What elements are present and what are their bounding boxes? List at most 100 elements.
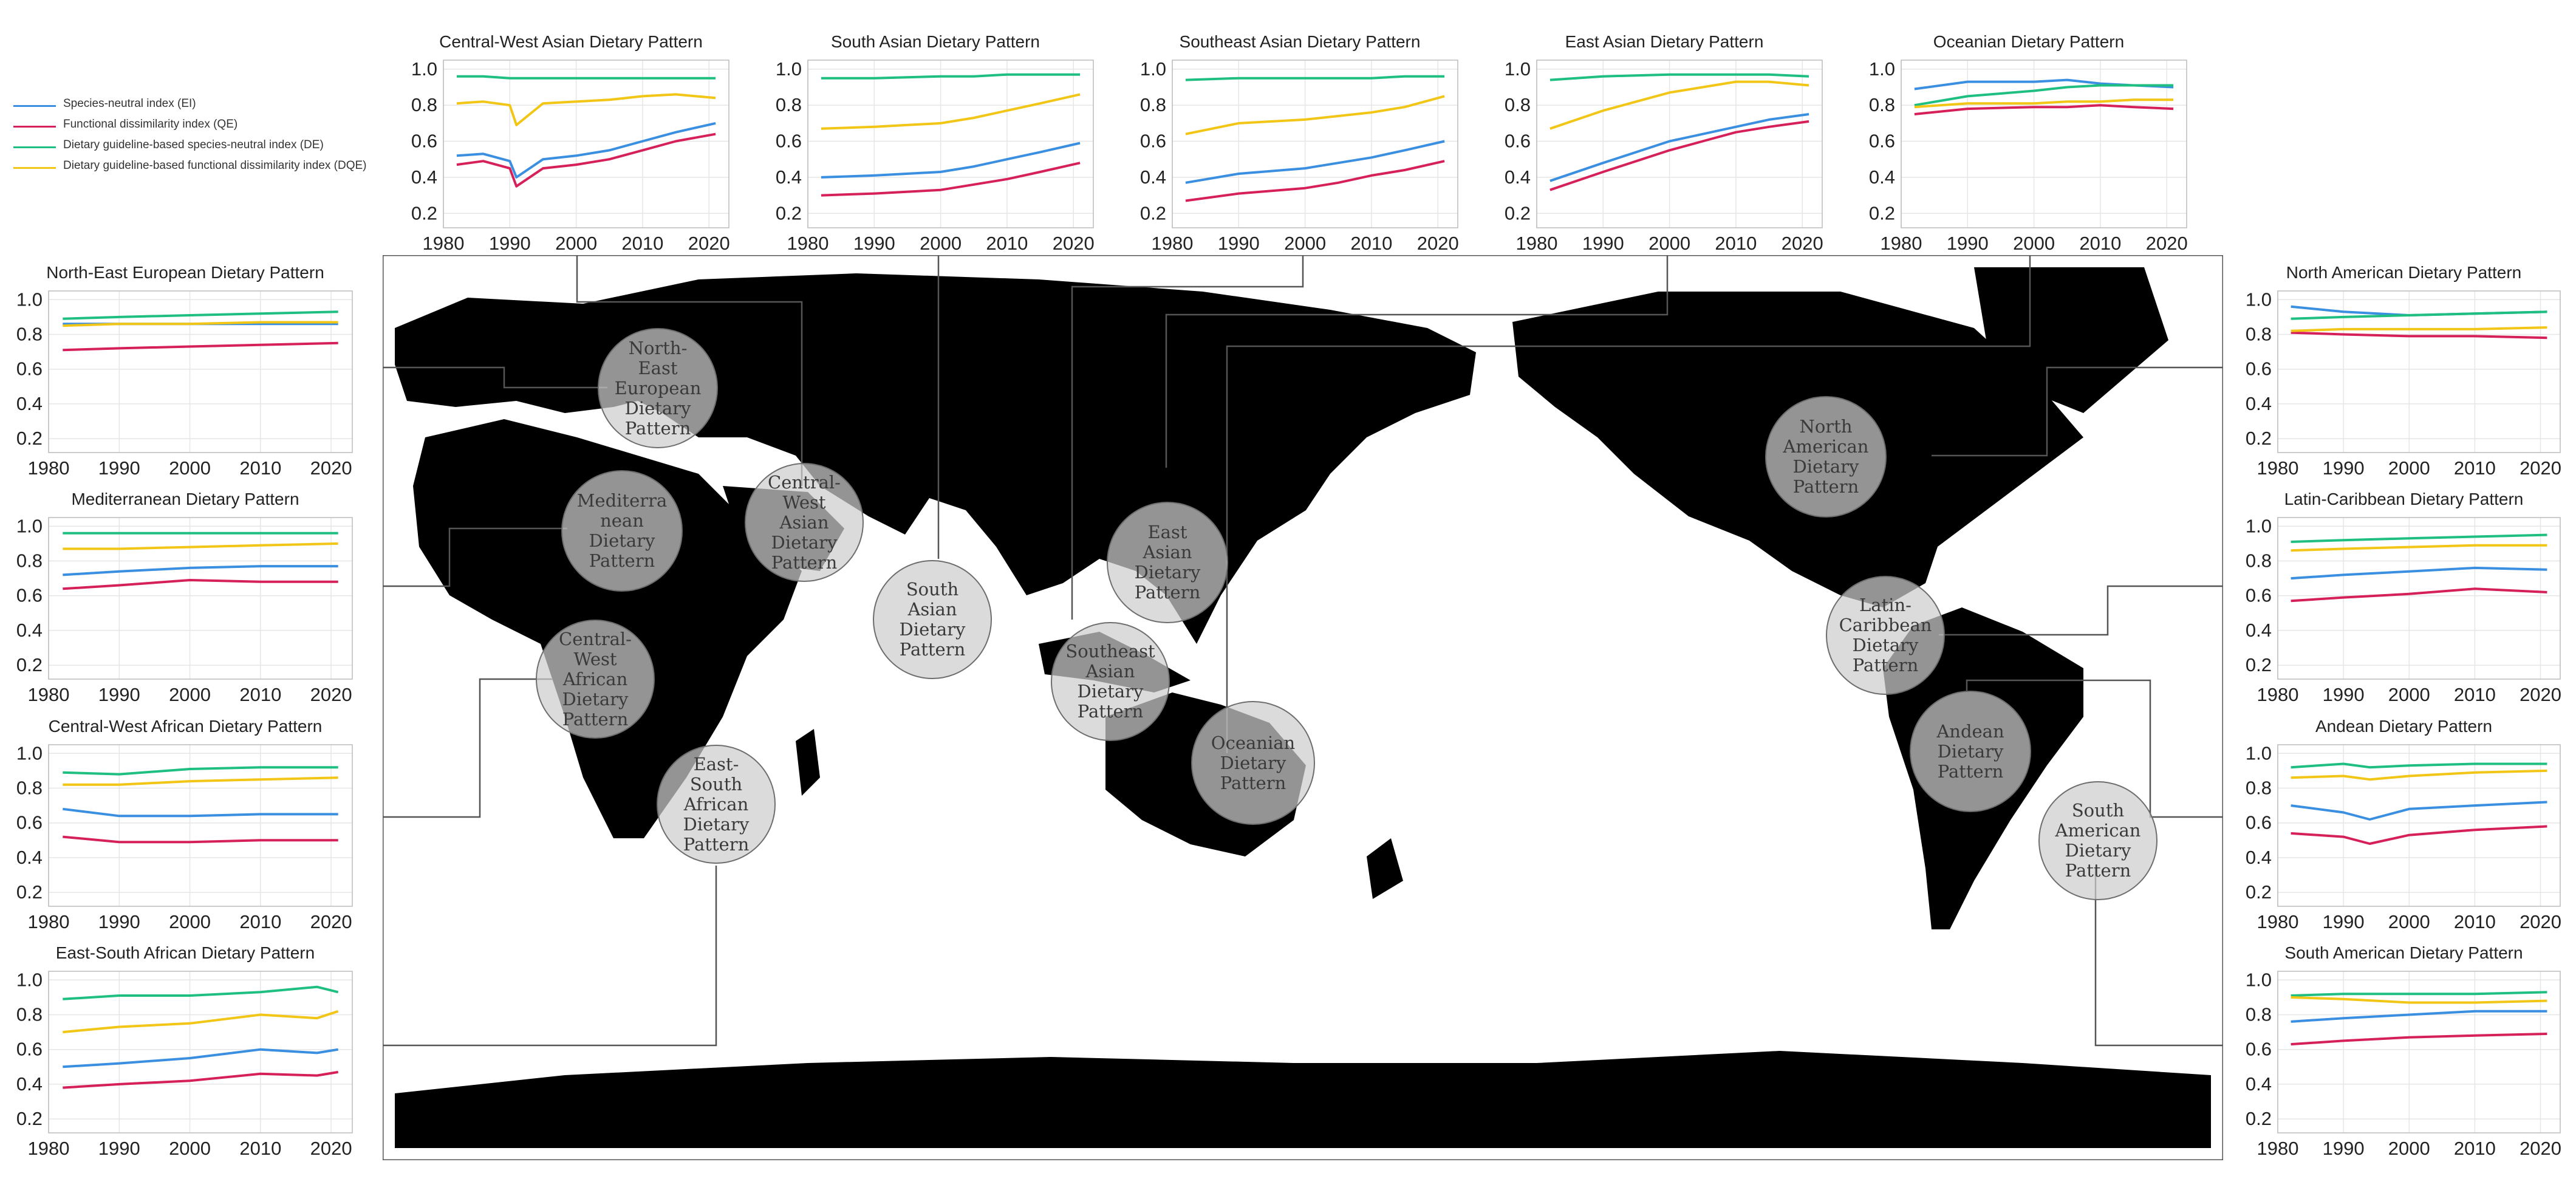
chart-east-south-african: East-South African Dietary Pattern 0.2 0.… <box>6 938 364 1159</box>
y-tick-label: 1.0 <box>2246 969 2272 990</box>
chart-central-west-asian: Central-West Asian Dietary Pattern 0.2 0.… <box>401 27 741 254</box>
x-tick-label: 2000 <box>169 457 211 479</box>
region-mediterranean: Mediterra nean Dietary Pattern <box>561 470 683 592</box>
leader-line-southeast-asian <box>1071 255 1304 620</box>
series-line-ei <box>63 565 338 576</box>
region-label: Southeast Asian Dietary Pattern <box>1065 641 1155 722</box>
x-tick-label: 2010 <box>2454 911 2496 932</box>
chart-title: East Asian Dietary Pattern <box>1565 32 1764 51</box>
y-tick-label: 0.8 <box>16 324 43 345</box>
region-label: North- East European Dietary Pattern <box>614 337 702 439</box>
series-line-qe <box>821 162 1081 197</box>
leader-line-east-south-african <box>383 866 717 1047</box>
x-tick-label: 2000 <box>2388 911 2430 932</box>
chart-southeast-asian: Southeast Asian Dietary Pattern 0.2 0.4 0.… <box>1130 27 1470 254</box>
region-south-asian: South Asian Dietary Pattern <box>873 560 992 679</box>
region-label: Latin- Caribbean Dietary Pattern <box>1839 595 1932 675</box>
x-tick-label: 2020 <box>310 1138 352 1159</box>
series-line-de <box>1185 75 1445 81</box>
region-southeast-asian: Southeast Asian Dietary Pattern <box>1051 622 1170 741</box>
x-tick-label: 1980 <box>28 1138 70 1159</box>
series-line-qe <box>63 341 338 352</box>
leader-line-oceanian <box>1226 255 2031 753</box>
series-line-ei <box>1549 113 1809 182</box>
x-tick-label: 2020 <box>1782 233 1823 254</box>
y-tick-label: 0.2 <box>16 654 43 675</box>
series-line-dqe <box>1185 95 1445 135</box>
x-tick-label: 1980 <box>787 233 829 254</box>
x-tick-label: 2020 <box>2520 457 2561 479</box>
y-tick-label: 0.2 <box>2246 428 2272 449</box>
y-tick-label: 0.6 <box>2246 585 2272 606</box>
legend-label-ei: Species-neutral index (EI) <box>63 97 196 110</box>
chart-plot: 0.2 0.4 0.6 0.8 1.0 1980 1990 2000 2010 2020 <box>16 515 353 705</box>
y-tick-label: 0.8 <box>1140 94 1166 115</box>
chart-title: Andean Dietary Pattern <box>2315 717 2493 736</box>
x-tick-label: 2010 <box>2454 457 2496 479</box>
y-tick-label: 1.0 <box>16 515 43 536</box>
y-tick-label: 0.4 <box>411 166 437 188</box>
x-tick-label: 2020 <box>688 233 730 254</box>
y-tick-label: 0.6 <box>776 131 802 152</box>
region-label: Central- West Asian Dietary Pattern <box>768 471 841 573</box>
series-line-de <box>2291 533 2547 543</box>
legend-swatch-qe <box>13 126 56 128</box>
series-line-qe <box>63 835 338 844</box>
series-line-de <box>63 766 338 776</box>
x-tick-label: 2010 <box>1350 233 1392 254</box>
x-tick-label: 2000 <box>920 233 962 254</box>
region-north-east-european: North- East European Dietary Pattern <box>598 328 718 448</box>
series-line-ei <box>456 121 716 179</box>
chart-plot: 0.2 0.4 0.6 0.8 1.0 1980 1990 2000 2010 2020 <box>411 58 730 254</box>
chart-title: Latin-Caribbean Dietary Pattern <box>2284 490 2524 508</box>
chart-central-west-african: Central-West African Dietary Pattern 0.2… <box>6 712 364 932</box>
x-tick-label: 1980 <box>2257 1138 2299 1159</box>
region-label: Central- West African Dietary Pattern <box>559 628 632 730</box>
series-line-qe <box>63 1070 339 1089</box>
leader-line-andean <box>1966 679 2223 818</box>
chart-plot: 0.2 0.4 0.6 0.8 1.0 1980 1990 2000 2010 2020 <box>2246 515 2561 705</box>
y-tick-label: 1.0 <box>2246 515 2272 536</box>
x-tick-label: 2020 <box>2520 684 2561 705</box>
x-tick-label: 1990 <box>2323 684 2365 705</box>
series-line-qe <box>1185 160 1445 202</box>
x-tick-label: 1990 <box>1582 233 1624 254</box>
x-tick-label: 1980 <box>28 684 70 705</box>
chart-title: Mediterranean Dietary Pattern <box>71 490 299 508</box>
x-tick-label: 2010 <box>2454 684 2496 705</box>
chart-plot: 0.2 0.4 0.6 0.8 1.0 1980 1990 2000 2010 2020 <box>2246 289 2561 479</box>
y-tick-label: 1.0 <box>776 58 802 80</box>
chart-title: Central-West Asian Dietary Pattern <box>439 32 703 51</box>
legend-label-dqe: Dietary guideline-based functional dissi… <box>63 159 367 172</box>
y-tick-label: 0.6 <box>16 585 43 606</box>
chart-title: North American Dietary Pattern <box>2286 263 2522 282</box>
y-tick-label: 0.4 <box>2246 847 2272 868</box>
chart-oceanian: Oceanian Dietary Pattern 0.2 0.4 0.6 0.8 1.0… <box>1859 27 2199 254</box>
plot-frame <box>48 971 353 1133</box>
y-tick-label: 0.2 <box>16 881 43 903</box>
plot-frame <box>48 744 353 907</box>
x-tick-label: 1990 <box>853 233 895 254</box>
y-tick-label: 0.4 <box>1869 166 1895 188</box>
leader-line-north-american <box>1932 366 2223 457</box>
x-tick-label: 2010 <box>239 1138 281 1159</box>
plot-frame <box>443 60 729 228</box>
y-tick-label: 0.4 <box>1140 166 1166 188</box>
chart-title: South American Dietary Pattern <box>2284 943 2523 962</box>
legend-label-qe: Functional dissimilarity index (QE) <box>63 118 238 131</box>
series-line-ei <box>2291 1010 2547 1023</box>
x-tick-label: 1980 <box>1516 233 1558 254</box>
region-central-west-african: Central- West African Dietary Pattern <box>536 620 655 739</box>
x-tick-label: 2010 <box>2454 1138 2496 1159</box>
series-line-de <box>2291 310 2547 320</box>
x-tick-label: 2000 <box>2388 684 2430 705</box>
y-tick-label: 0.2 <box>776 202 802 224</box>
x-tick-label: 1990 <box>98 457 140 479</box>
series-line-dqe <box>63 776 338 786</box>
chart-plot: 0.2 0.4 0.6 0.8 1.0 1980 1990 2000 2010 2020 <box>1869 58 2188 254</box>
series-line-dqe <box>63 321 338 327</box>
y-tick-label: 1.0 <box>1140 58 1166 80</box>
chart-east-asian: East Asian Dietary Pattern 0.2 0.4 0.6 0.8 1… <box>1494 27 1834 254</box>
x-tick-label: 2000 <box>1284 233 1326 254</box>
y-tick-label: 0.2 <box>1505 202 1531 224</box>
